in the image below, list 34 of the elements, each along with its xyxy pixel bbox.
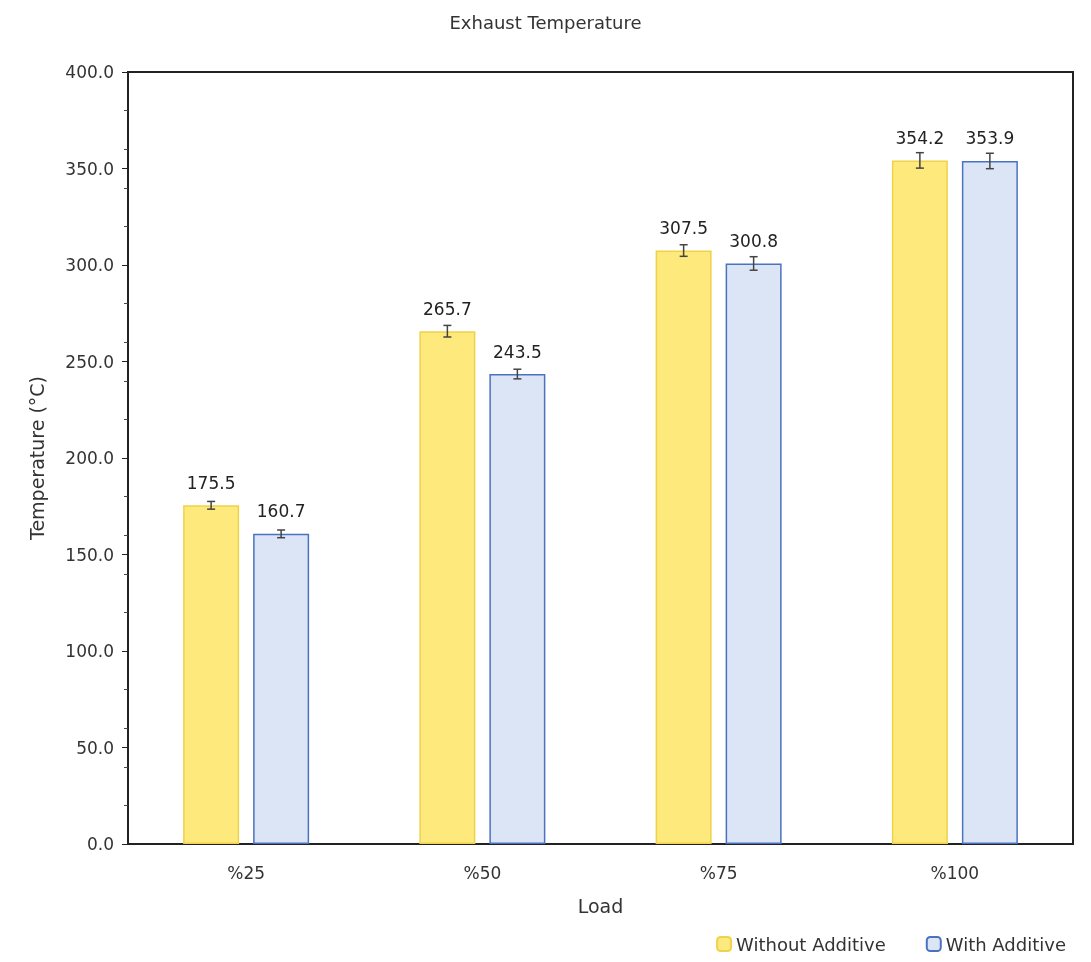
y-tick-label: 200.0 — [65, 448, 114, 468]
bar — [419, 331, 476, 844]
data-label: 160.7 — [256, 501, 306, 522]
y-tick-label: 350.0 — [65, 158, 114, 179]
data-label: 265.7 — [423, 298, 472, 319]
y-tick-label: 100.0 — [65, 641, 114, 661]
bar — [725, 263, 782, 844]
x-axis-title: Load — [577, 894, 624, 917]
data-label: 353.9 — [965, 128, 1015, 149]
bar — [489, 374, 546, 844]
y-tick-label: 0.0 — [86, 834, 114, 854]
y-tick-label: 50.0 — [76, 737, 114, 758]
legend-label: Without Additive — [736, 933, 886, 955]
chart-title: Exhaust Temperature — [449, 11, 642, 33]
data-label: 354.2 — [895, 127, 945, 148]
y-tick-label: 150.0 — [65, 544, 114, 565]
bar — [655, 250, 712, 844]
bar — [891, 160, 948, 844]
x-tick-label: %100 — [930, 862, 980, 883]
y-tick-label: 400.0 — [65, 62, 114, 82]
x-tick-label: %25 — [227, 862, 266, 883]
legend-label: With Additive — [945, 933, 1067, 955]
bar — [253, 533, 310, 844]
data-label: 243.5 — [493, 341, 542, 362]
y-tick-label: 300.0 — [65, 255, 114, 275]
bar — [961, 160, 1018, 844]
x-tick-label: %50 — [463, 862, 502, 883]
y-axis-title: Temperature (°C) — [25, 376, 48, 541]
bar — [183, 505, 240, 844]
data-label: 300.8 — [729, 230, 778, 251]
data-label: 175.5 — [186, 472, 236, 493]
data-label: 307.5 — [659, 218, 708, 239]
x-tick-label: %75 — [699, 862, 738, 883]
y-tick-label: 250.0 — [65, 351, 114, 372]
